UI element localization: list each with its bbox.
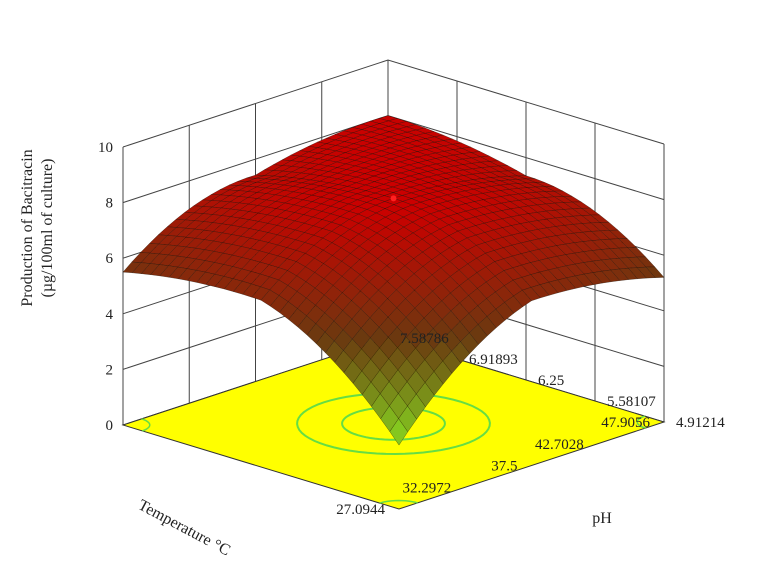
ph-tick-label: 7.58786 [400, 331, 449, 347]
x-axis-label: Temperature °C [135, 497, 233, 560]
floor-contour [296, 391, 491, 456]
temperature-tick-label: 42.7028 [535, 437, 584, 453]
response-surface [122, 115, 665, 446]
surface-cell [389, 418, 409, 446]
ph-tick-label: 6.25 [538, 373, 564, 389]
optimum-point [390, 195, 397, 202]
z-tick-label: 0 [106, 418, 114, 434]
temperature-tick-label: 47.9056 [601, 415, 650, 431]
temperature-tick-label: 32.2972 [403, 480, 452, 496]
floor-contour [341, 406, 446, 441]
z-tick-label: 10 [98, 140, 113, 156]
z-axis-label-line1: Production of Bacitracin [19, 149, 36, 306]
ph-tick-label: 4.91214 [676, 415, 725, 431]
z-axis-label-line2: (µg/100ml of culture) [39, 159, 56, 298]
tick-labels: 0 2 4 6 8 10 27.0944 32.2972 37.5 42.7028 47.9056 4… [98, 140, 725, 518]
z-tick-label: 4 [106, 307, 114, 323]
z-tick-label: 2 [106, 362, 114, 378]
temperature-tick-label: 37.5 [491, 459, 517, 475]
ph-tick-label: 6.91893 [469, 352, 518, 368]
floor-contour [141, 418, 151, 432]
floor-contour [379, 499, 418, 504]
z-tick-label: 6 [106, 251, 114, 267]
z-tick-label: 8 [106, 196, 114, 212]
temperature-tick-label: 27.0944 [336, 502, 385, 518]
y-axis-label: pH [592, 510, 612, 527]
ph-tick-label: 5.58107 [607, 394, 656, 410]
floor-contour [636, 415, 646, 429]
